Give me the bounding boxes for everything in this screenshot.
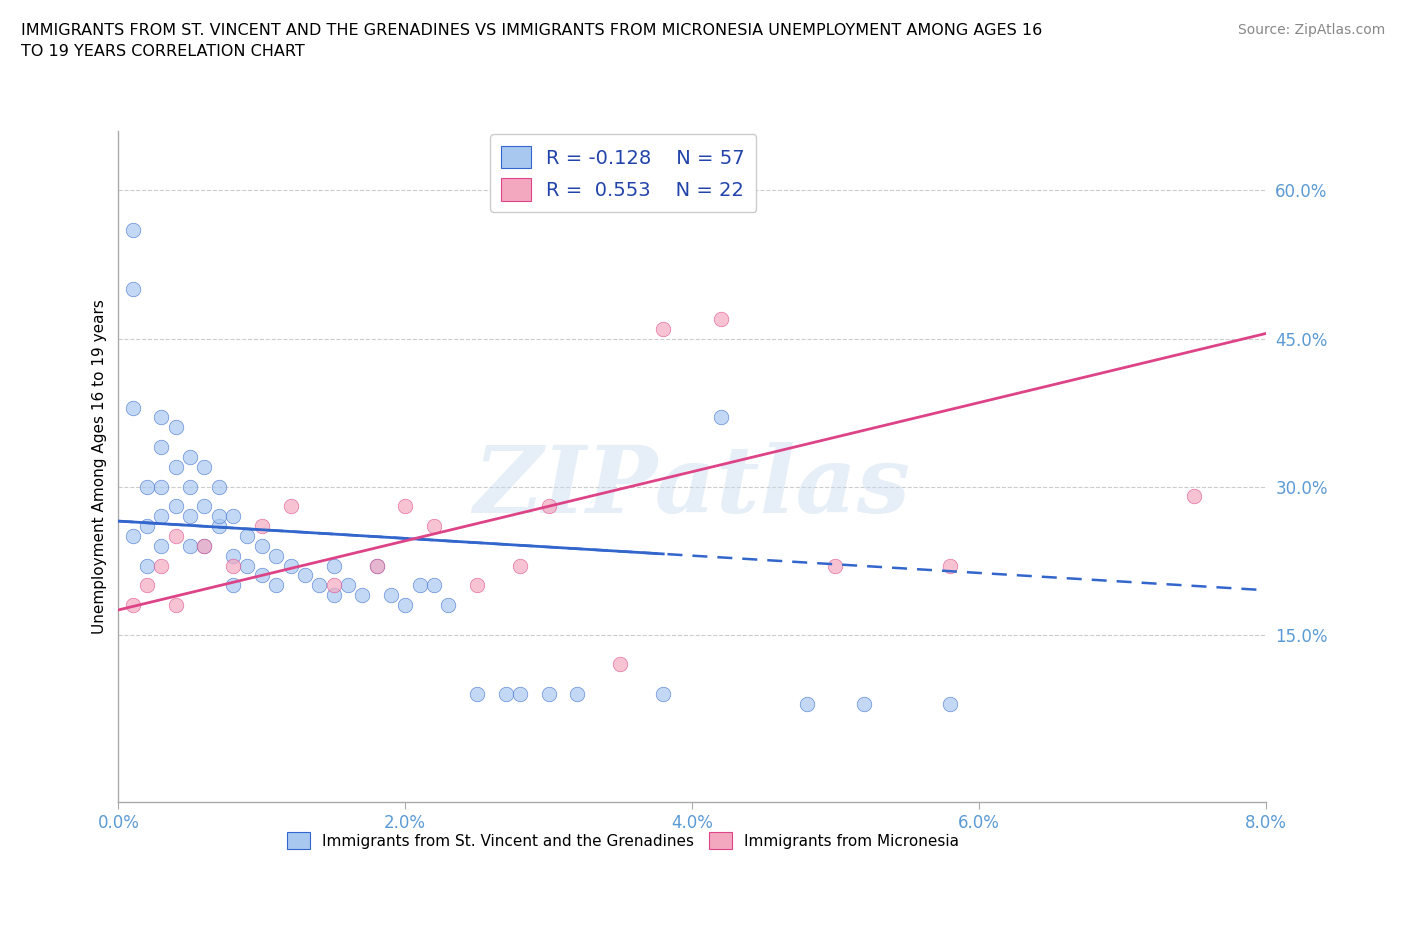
Point bbox=[1182, 489, 1205, 504]
Point bbox=[250, 538, 273, 553]
Point bbox=[236, 528, 259, 543]
Point bbox=[250, 568, 273, 583]
Point bbox=[437, 598, 460, 613]
Point bbox=[280, 498, 302, 513]
Point bbox=[150, 538, 173, 553]
Point bbox=[179, 538, 201, 553]
Point bbox=[179, 479, 201, 494]
Point bbox=[222, 509, 245, 524]
Point bbox=[150, 509, 173, 524]
Point bbox=[165, 598, 187, 613]
Point bbox=[509, 558, 531, 573]
Point bbox=[208, 519, 231, 534]
Point bbox=[165, 528, 187, 543]
Point bbox=[710, 410, 733, 425]
Point bbox=[465, 686, 488, 701]
Y-axis label: Unemployment Among Ages 16 to 19 years: Unemployment Among Ages 16 to 19 years bbox=[93, 299, 107, 634]
Point bbox=[150, 558, 173, 573]
Point bbox=[423, 519, 446, 534]
Point bbox=[394, 498, 416, 513]
Point bbox=[366, 558, 388, 573]
Point bbox=[193, 459, 215, 474]
Point bbox=[853, 697, 876, 711]
Point bbox=[264, 578, 287, 592]
Point bbox=[537, 686, 560, 701]
Point bbox=[939, 558, 962, 573]
Point bbox=[136, 578, 159, 592]
Point bbox=[652, 321, 675, 336]
Point bbox=[193, 498, 215, 513]
Point bbox=[121, 222, 143, 237]
Point bbox=[710, 312, 733, 326]
Point bbox=[824, 558, 846, 573]
Point bbox=[336, 578, 359, 592]
Point bbox=[136, 479, 159, 494]
Point bbox=[264, 548, 287, 563]
Point bbox=[150, 410, 173, 425]
Point bbox=[537, 498, 560, 513]
Point bbox=[366, 558, 388, 573]
Text: IMMIGRANTS FROM ST. VINCENT AND THE GRENADINES VS IMMIGRANTS FROM MICRONESIA UNE: IMMIGRANTS FROM ST. VINCENT AND THE GREN… bbox=[21, 23, 1042, 60]
Point bbox=[222, 578, 245, 592]
Point bbox=[222, 558, 245, 573]
Point bbox=[308, 578, 330, 592]
Point bbox=[352, 588, 374, 603]
Point bbox=[567, 686, 589, 701]
Point bbox=[136, 519, 159, 534]
Point bbox=[236, 558, 259, 573]
Point bbox=[495, 686, 517, 701]
Point bbox=[796, 697, 818, 711]
Point bbox=[165, 498, 187, 513]
Point bbox=[165, 459, 187, 474]
Point bbox=[509, 686, 531, 701]
Point bbox=[652, 686, 675, 701]
Text: Source: ZipAtlas.com: Source: ZipAtlas.com bbox=[1237, 23, 1385, 37]
Point bbox=[179, 449, 201, 464]
Point bbox=[322, 588, 344, 603]
Point bbox=[121, 598, 143, 613]
Point bbox=[939, 697, 962, 711]
Point bbox=[609, 657, 631, 671]
Point bbox=[380, 588, 402, 603]
Point bbox=[394, 598, 416, 613]
Point bbox=[294, 568, 316, 583]
Point bbox=[179, 509, 201, 524]
Text: ZIPatlas: ZIPatlas bbox=[474, 442, 911, 532]
Point bbox=[121, 528, 143, 543]
Point bbox=[193, 538, 215, 553]
Point bbox=[250, 519, 273, 534]
Point bbox=[121, 282, 143, 297]
Point bbox=[150, 479, 173, 494]
Point bbox=[121, 400, 143, 415]
Point bbox=[322, 578, 344, 592]
Legend: Immigrants from St. Vincent and the Grenadines, Immigrants from Micronesia: Immigrants from St. Vincent and the Gren… bbox=[281, 826, 966, 856]
Point bbox=[193, 538, 215, 553]
Point bbox=[408, 578, 430, 592]
Point bbox=[423, 578, 446, 592]
Point bbox=[165, 420, 187, 435]
Point bbox=[322, 558, 344, 573]
Point bbox=[150, 440, 173, 455]
Point bbox=[208, 509, 231, 524]
Point bbox=[280, 558, 302, 573]
Point bbox=[208, 479, 231, 494]
Point bbox=[222, 548, 245, 563]
Point bbox=[465, 578, 488, 592]
Point bbox=[136, 558, 159, 573]
